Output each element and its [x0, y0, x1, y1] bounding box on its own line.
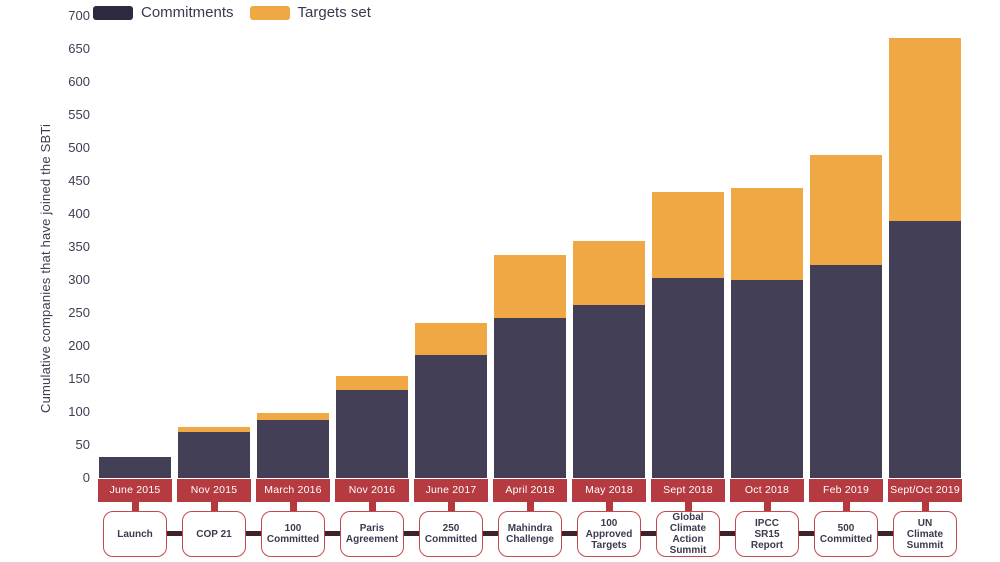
date-label-8: Sept 2018 — [651, 479, 725, 502]
y-tick-0: 0 — [82, 470, 90, 485]
timeline-stem-6 — [526, 501, 534, 512]
timeline-stem-1 — [131, 501, 139, 512]
date-label-6: April 2018 — [493, 479, 567, 502]
date-label-5: June 2017 — [414, 479, 488, 502]
timeline-stem-9 — [763, 501, 771, 512]
bar-commitments-10 — [810, 264, 882, 478]
bar-commitments-4 — [336, 390, 408, 478]
timeline-stem-5 — [447, 501, 455, 512]
y-tick-600: 600 — [68, 74, 90, 89]
timeline-stem-11 — [921, 501, 929, 512]
date-label-4: Nov 2016 — [335, 479, 409, 502]
bar-commitments-11 — [889, 220, 961, 478]
y-tick-550: 550 — [68, 107, 90, 122]
legend-label-targets: Targets set — [297, 4, 371, 21]
y-tick-400: 400 — [68, 206, 90, 221]
y-tick-50: 50 — [75, 437, 90, 452]
milestone-1: Launch — [103, 511, 167, 557]
date-label-1: June 2015 — [98, 479, 172, 502]
milestone-10: 500 Committed — [814, 511, 878, 557]
timeline-stem-10 — [842, 501, 850, 512]
y-tick-450: 450 — [68, 173, 90, 188]
timeline-stem-8 — [684, 501, 692, 512]
bar-commitments-1 — [99, 456, 171, 478]
bar-targets-3 — [257, 413, 329, 420]
y-tick-200: 200 — [68, 338, 90, 353]
legend-item-targets: Targets set — [249, 4, 371, 21]
milestone-7: 100 Approved Targets — [577, 511, 641, 557]
legend-item-commitments: Commitments — [93, 4, 234, 21]
date-label-10: Feb 2019 — [809, 479, 883, 502]
bar-commitments-8 — [652, 278, 724, 478]
legend-label-commitments: Commitments — [141, 4, 234, 21]
bar-commitments-2 — [178, 431, 250, 478]
bar-targets-11 — [889, 37, 961, 221]
bar-targets-4 — [336, 375, 408, 391]
date-label-11: Sept/Oct 2019 — [888, 479, 962, 502]
y-tick-150: 150 — [68, 371, 90, 386]
bar-targets-7 — [573, 241, 645, 306]
y-tick-300: 300 — [68, 272, 90, 287]
commitments-swatch-icon — [93, 5, 133, 20]
date-label-9: Oct 2018 — [730, 479, 804, 502]
bar-targets-9 — [731, 187, 803, 280]
milestone-5: 250 Committed — [419, 511, 483, 557]
milestone-11: UN Climate Summit — [893, 511, 957, 557]
bar-targets-6 — [494, 254, 566, 318]
timeline-stem-2 — [210, 501, 218, 512]
date-label-2: Nov 2015 — [177, 479, 251, 502]
milestone-8: Global Climate Action Summit — [656, 511, 720, 557]
bar-commitments-6 — [494, 317, 566, 478]
bar-commitments-3 — [257, 419, 329, 478]
bar-commitments-7 — [573, 305, 645, 478]
milestone-3: 100 Committed — [261, 511, 325, 557]
milestone-6: Mahindra Challenge — [498, 511, 562, 557]
y-tick-650: 650 — [68, 41, 90, 56]
bar-targets-8 — [652, 192, 724, 279]
timeline-stem-3 — [289, 501, 297, 512]
date-label-3: March 2016 — [256, 479, 330, 502]
y-tick-500: 500 — [68, 140, 90, 155]
y-tick-700: 700 — [68, 8, 90, 23]
bar-targets-2 — [178, 427, 250, 432]
chart-legend: Commitments Targets set — [93, 4, 371, 21]
y-tick-100: 100 — [68, 404, 90, 419]
bar-commitments-5 — [415, 354, 487, 478]
bar-targets-10 — [810, 154, 882, 265]
targets-swatch-icon — [249, 5, 290, 20]
milestone-2: COP 21 — [182, 511, 246, 557]
bar-targets-5 — [415, 322, 487, 355]
date-label-7: May 2018 — [572, 479, 646, 502]
y-tick-350: 350 — [68, 239, 90, 254]
y-tick-250: 250 — [68, 305, 90, 320]
milestone-4: Paris Agreement — [340, 511, 404, 557]
timeline-stem-4 — [368, 501, 376, 512]
timeline-stem-7 — [605, 501, 613, 512]
bar-commitments-9 — [731, 280, 803, 478]
milestone-9: IPCC SR15 Report — [735, 511, 799, 557]
